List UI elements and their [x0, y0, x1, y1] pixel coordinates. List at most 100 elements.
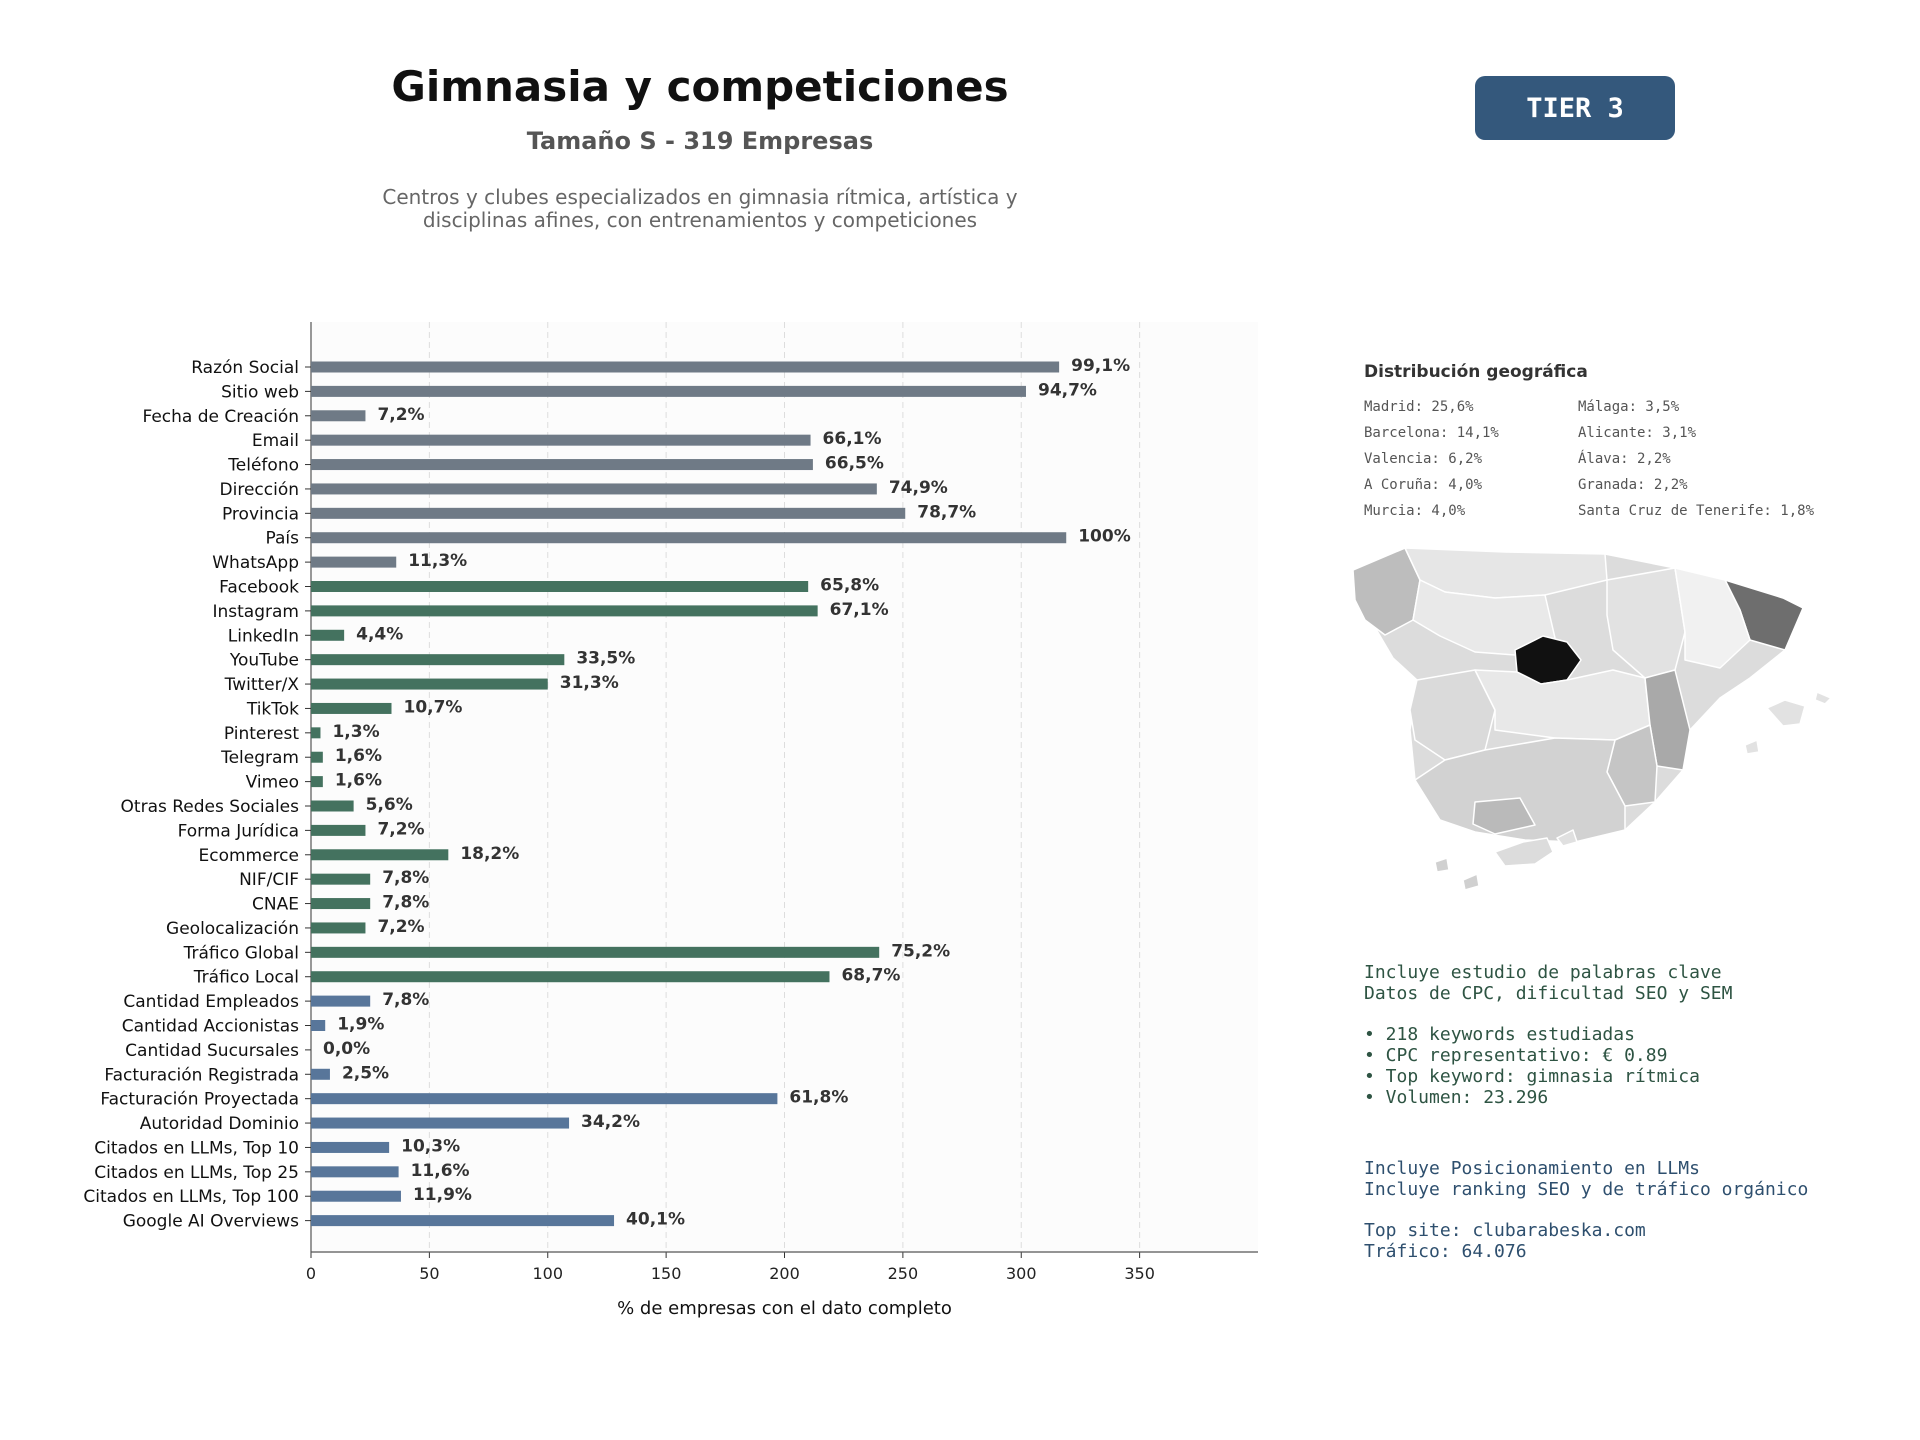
category-label: YouTube — [229, 651, 299, 671]
category-label: Razón Social — [191, 358, 299, 378]
llm-line: Incluye ranking SEO y de tráfico orgánic… — [1364, 1179, 1809, 1200]
category-label: Telegram — [220, 748, 299, 768]
category-label: Google AI Overviews — [123, 1212, 299, 1232]
map-region-balearic — [1814, 691, 1832, 705]
geo-distribution-list: Madrid: 25,6% Málaga: 3,5% Barcelona: 14… — [1364, 398, 1844, 520]
map-region-galicia — [1352, 547, 1421, 636]
category-label: Tráfico Local — [193, 968, 299, 988]
category-label: Fecha de Creación — [142, 407, 299, 427]
category-label: Geolocalización — [166, 919, 299, 939]
geo-distribution-title: Distribución geográfica — [1364, 362, 1588, 382]
sector-description: Centros y clubes especializados en gimna… — [300, 186, 1100, 232]
bar — [311, 654, 565, 666]
data-label: 100% — [1078, 527, 1131, 547]
data-label: 5,6% — [366, 795, 413, 815]
category-label: Citados en LLMs, Top 100 — [83, 1187, 299, 1207]
category-label: Email — [252, 431, 299, 451]
geo-item: Barcelona: 14,1% — [1364, 425, 1499, 441]
data-label: 74,9% — [889, 478, 948, 498]
category-label: Citados en LLMs, Top 25 — [94, 1163, 299, 1183]
x-tick-label: 200 — [769, 1264, 800, 1283]
data-label: 1,3% — [332, 722, 379, 742]
geo-item: Santa Cruz de Tenerife: 1,8% — [1578, 503, 1815, 519]
seo-bullet: • Volumen: 23.296 — [1364, 1087, 1549, 1108]
x-tick-label: 300 — [1006, 1264, 1037, 1283]
bar — [311, 873, 371, 885]
bar — [311, 1068, 330, 1080]
data-label: 18,2% — [460, 844, 519, 864]
keyword-study-block: Incluye estudio de palabras clave Datos d… — [1364, 962, 1884, 1108]
geo-item: Granada: 2,2% — [1578, 477, 1688, 493]
page-title: Gimnasia y competiciones — [391, 62, 1009, 111]
category-label: Forma Jurídica — [178, 821, 299, 841]
bar — [311, 849, 449, 861]
bar — [311, 361, 1060, 373]
data-label: 2,5% — [342, 1063, 389, 1083]
bar — [311, 434, 811, 446]
map-region-canarias — [1494, 837, 1554, 867]
data-label: 11,6% — [411, 1161, 470, 1181]
llm-line: Incluye Posicionamiento en LLMs — [1364, 1158, 1700, 1179]
category-label: Vimeo — [246, 773, 299, 793]
bar — [311, 459, 813, 471]
category-label: Cantidad Accionistas — [122, 1017, 299, 1037]
data-label: 99,1% — [1071, 356, 1130, 376]
x-tick-label: 150 — [651, 1264, 682, 1283]
bar — [311, 581, 809, 592]
bar — [311, 824, 366, 836]
data-label: 7,2% — [377, 917, 424, 937]
map-region-canarias — [1556, 829, 1578, 847]
bar — [311, 971, 830, 983]
data-label: 34,2% — [581, 1112, 640, 1132]
bar — [311, 629, 345, 641]
data-label: 33,5% — [576, 649, 635, 669]
data-label: 7,2% — [377, 405, 424, 425]
llm-positioning-block: Incluye Posicionamiento en LLMs Incluye r… — [1364, 1158, 1884, 1262]
bar — [311, 1215, 615, 1227]
category-label: Citados en LLMs, Top 10 — [94, 1138, 299, 1158]
bar — [311, 507, 906, 519]
data-label: 31,3% — [560, 673, 619, 693]
data-label: 40,1% — [626, 1210, 685, 1230]
bar — [311, 946, 880, 958]
seo-bullet: • CPC representativo: € 0.89 — [1364, 1045, 1668, 1066]
description-line: disciplinas afines, con entrenamientos y… — [422, 208, 978, 232]
data-label: 10,7% — [403, 697, 462, 717]
spain-choropleth-map — [1352, 547, 1832, 891]
data-label: 1,6% — [335, 771, 382, 791]
seo-bullet: • Top keyword: gimnasia rítmica — [1364, 1066, 1700, 1087]
category-label: Cantidad Empleados — [123, 992, 299, 1012]
bar — [311, 1093, 778, 1105]
data-label: 7,2% — [377, 819, 424, 839]
category-label: Facturación Registrada — [104, 1065, 299, 1085]
map-region-canarias — [1462, 873, 1480, 891]
bar — [311, 1020, 326, 1031]
seo-line: Incluye estudio de palabras clave — [1364, 962, 1722, 983]
data-label: 0,0% — [323, 1039, 370, 1059]
data-label: 7,8% — [382, 868, 429, 888]
x-tick-label: 350 — [1124, 1264, 1155, 1283]
description-line: Centros y clubes especializados en gimna… — [382, 185, 1018, 209]
category-label: Teléfono — [227, 456, 299, 476]
bar — [311, 751, 323, 763]
bar — [311, 532, 1067, 544]
geo-item: Álava: 2,2% — [1578, 451, 1671, 467]
category-label: Cantidad Sucursales — [125, 1041, 299, 1061]
x-axis-label: % de empresas con el dato completo — [617, 1298, 952, 1319]
bar — [311, 727, 321, 739]
category-label: Ecommerce — [199, 846, 300, 866]
top-site-traffic: Tráfico: 64.076 — [1364, 1241, 1527, 1262]
seo-bullet: • 218 keywords estudiadas — [1364, 1024, 1635, 1045]
category-label: Facebook — [219, 578, 299, 598]
bar — [311, 605, 818, 617]
top-site: Top site: clubarabeska.com — [1364, 1220, 1646, 1241]
x-tick-label: 250 — [888, 1264, 919, 1283]
bar — [311, 898, 371, 910]
category-label: Twitter/X — [224, 675, 300, 695]
x-tick-label: 50 — [419, 1264, 439, 1283]
category-label: NIF/CIF — [239, 870, 299, 890]
bar — [311, 1117, 570, 1129]
bar — [311, 410, 366, 422]
bar — [311, 1190, 401, 1202]
geo-item: Valencia: 6,2% — [1364, 451, 1483, 467]
